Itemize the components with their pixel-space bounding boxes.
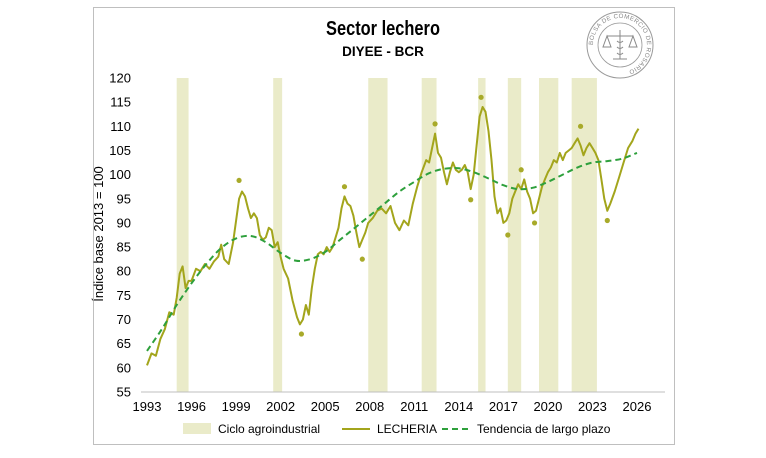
y-tick-label: 55 xyxy=(117,385,131,400)
peak-marker xyxy=(432,121,438,127)
cycle-band xyxy=(539,78,559,392)
y-tick-label: 105 xyxy=(109,143,131,158)
y-tick-label: 95 xyxy=(117,191,131,206)
x-tick-label: 2008 xyxy=(355,399,384,414)
cycle-band xyxy=(571,78,597,392)
x-tick-label: 1999 xyxy=(222,399,251,414)
chart-subtitle: DIYEE - BCR xyxy=(342,44,424,59)
peak-marker xyxy=(505,232,511,238)
y-tick-label: 110 xyxy=(110,119,131,134)
cycle-band xyxy=(421,78,437,392)
x-tick-label: 1996 xyxy=(177,399,206,414)
scales-icon xyxy=(602,30,638,60)
legend-label-lecheria: LECHERIA xyxy=(377,422,437,436)
y-tick-label: 120 xyxy=(109,71,131,86)
y-tick-label: 70 xyxy=(117,312,131,327)
peak-marker xyxy=(577,123,584,129)
x-tick-label: 2026 xyxy=(623,399,652,414)
y-tick-label: 115 xyxy=(110,95,131,110)
y-tick-label: 65 xyxy=(117,336,131,351)
cycle-band xyxy=(507,78,522,392)
y-tick-label: 85 xyxy=(117,240,131,255)
y-tick-label: 75 xyxy=(117,288,131,303)
y-tick-label: 60 xyxy=(117,360,131,375)
chart-title: Sector lechero xyxy=(326,18,440,40)
peak-marker xyxy=(531,220,538,226)
x-tick-label: 2014 xyxy=(444,399,473,414)
peak-marker xyxy=(604,217,610,224)
peak-marker xyxy=(468,197,474,203)
x-tick-label: 2005 xyxy=(311,399,340,414)
y-axis-label: Índice base 2013 = 100 xyxy=(91,166,106,302)
peak-marker xyxy=(478,94,484,100)
legend-label-cycle: Ciclo agroindustrial xyxy=(218,422,320,436)
peak-marker xyxy=(298,331,305,337)
x-tick-label: 2023 xyxy=(578,399,607,414)
legend-swatch-cycle xyxy=(183,423,211,434)
y-tick-label: 100 xyxy=(109,167,131,182)
y-tick-label: 90 xyxy=(117,215,131,230)
peak-marker xyxy=(359,256,365,262)
legend-label-trend: Tendencia de largo plazo xyxy=(477,422,611,436)
logo-seal: BOLSA DE COMERCIO DE ROSARIO xyxy=(586,11,654,79)
cycle-band xyxy=(273,78,283,392)
y-tick-label: 80 xyxy=(117,264,131,279)
peak-marker xyxy=(518,167,524,173)
x-tick-label: 2017 xyxy=(489,399,518,414)
cycle-band xyxy=(368,78,388,392)
cycle-band xyxy=(478,78,486,392)
x-tick-label: 2002 xyxy=(266,399,295,414)
x-tick-label: 2020 xyxy=(533,399,562,414)
peak-marker xyxy=(236,177,242,184)
cycle-band xyxy=(176,78,189,392)
x-tick-label: 2011 xyxy=(400,399,428,414)
peak-marker xyxy=(341,184,348,190)
trend-line xyxy=(146,151,638,352)
lecheria-line xyxy=(146,106,640,366)
x-tick-label: 1993 xyxy=(133,399,162,414)
